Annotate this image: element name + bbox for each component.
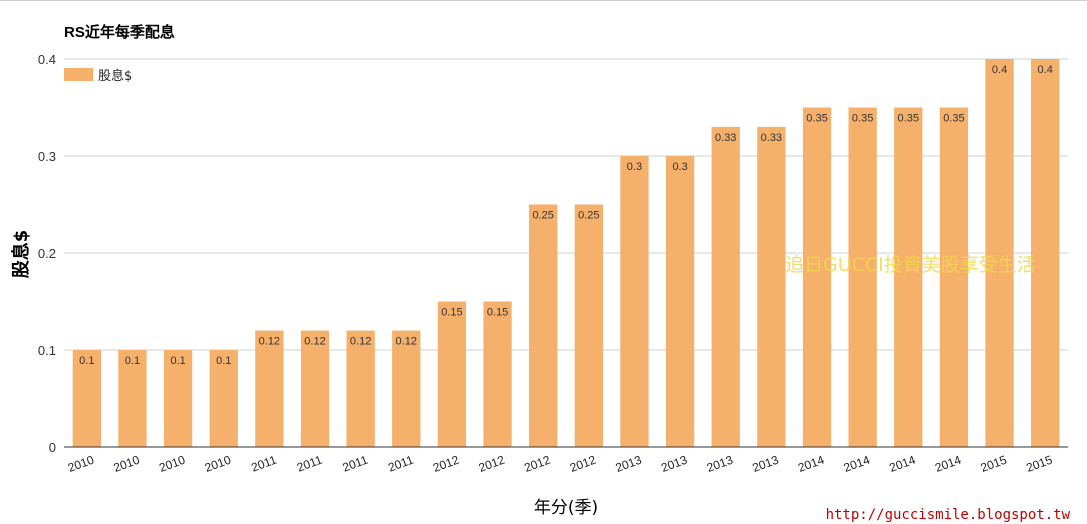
x-tick-label: 2013: [614, 453, 644, 475]
data-label: 0.15: [487, 307, 508, 319]
x-tick-label: 2014: [933, 453, 963, 475]
x-tick-label: 2014: [842, 453, 872, 475]
data-label: 0.35: [852, 113, 873, 125]
x-tick-label: 2013: [659, 453, 689, 475]
data-label: 0.25: [578, 210, 599, 222]
bar: [665, 156, 695, 447]
data-label: 0.4: [992, 64, 1007, 76]
y-axis-label: 股息$: [10, 230, 32, 280]
x-tick-label: 2014: [796, 453, 826, 475]
data-label: 0.35: [943, 113, 964, 125]
y-tick-label: 0.2: [38, 246, 56, 261]
x-tick-label: 2012: [568, 453, 598, 475]
bar: [711, 126, 740, 448]
bar: [620, 156, 649, 447]
bar: [894, 107, 923, 447]
legend-swatch: [64, 68, 93, 81]
x-tick-label: 2011: [295, 453, 324, 475]
y-tick-label: 0.3: [38, 149, 56, 164]
bar: [118, 350, 147, 447]
bar: [255, 330, 284, 447]
bar: [1031, 59, 1060, 447]
x-axis-ticks: 2010 2010 2010 2010 2011 2011 2011 2011 2012 2012…: [66, 453, 1055, 475]
x-tick-label: 2011: [341, 453, 370, 475]
y-axis-ticks: 0 0.1 0.2 0.3 0.4: [38, 52, 56, 455]
data-label: 0.33: [715, 132, 736, 144]
x-tick-label: 2010: [112, 453, 142, 475]
bar: [483, 301, 512, 447]
data-label: 0.4: [1038, 64, 1053, 76]
data-label: 0.35: [806, 113, 827, 125]
x-tick-label: 2012: [477, 453, 507, 475]
x-tick-label: 2012: [522, 453, 552, 475]
x-tick-label: 2011: [249, 453, 278, 475]
y-tick-label: 0: [49, 440, 56, 455]
y-tick-label: 0.1: [38, 343, 56, 358]
bar: [939, 107, 969, 447]
data-label: 0.1: [216, 355, 231, 367]
bar: [529, 204, 558, 447]
data-label: 0.15: [441, 307, 462, 319]
bar: [209, 350, 238, 447]
data-label: 0.1: [79, 355, 94, 367]
x-tick-label: 2013: [751, 453, 781, 475]
x-tick-label: 2010: [157, 453, 187, 475]
data-label: 0.25: [532, 210, 553, 222]
chart-title: RS近年每季配息: [64, 24, 175, 41]
data-label: 0.12: [350, 336, 371, 348]
bar: [72, 350, 101, 447]
data-label: 0.33: [761, 132, 782, 144]
x-tick-label: 2010: [66, 453, 96, 475]
bar: [437, 301, 467, 447]
y-tick-label: 0.4: [38, 52, 56, 67]
x-axis-label: 年分(季): [534, 498, 598, 518]
x-tick-label: 2010: [203, 453, 233, 475]
watermark: 追日GUCCI投資美股享受生活: [785, 254, 1036, 276]
x-tick-label: 2012: [431, 453, 461, 475]
source-url: http://guccismile.blogspot.tw: [826, 507, 1071, 523]
x-tick-label: 2014: [887, 453, 917, 475]
data-label: 0.3: [672, 161, 687, 173]
data-labels: 0.1 0.1 0.1 0.1 0.12 0.12 0.12 0.12 0.15 0.15 0.25…: [79, 64, 1053, 367]
bar: [346, 330, 375, 447]
bar: [802, 107, 832, 447]
data-label: 0.12: [396, 336, 417, 348]
data-label: 0.1: [170, 355, 185, 367]
x-tick-label: 2011: [386, 453, 415, 475]
data-label: 0.1: [125, 355, 140, 367]
x-tick-label: 2015: [1024, 453, 1054, 475]
bar: [848, 107, 877, 447]
bar: [757, 126, 786, 448]
bar: [985, 59, 1014, 447]
bar: [163, 350, 193, 447]
x-tick-label: 2015: [979, 453, 1009, 475]
data-label: 0.12: [259, 336, 280, 348]
bars: [72, 59, 1060, 448]
legend: 股息$: [64, 68, 132, 84]
bar: [574, 204, 603, 447]
data-label: 0.35: [898, 113, 919, 125]
data-label: 0.12: [304, 336, 325, 348]
data-label: 0.3: [627, 161, 642, 173]
bar: [392, 330, 421, 447]
bar: [300, 330, 330, 447]
x-tick-label: 2013: [705, 453, 735, 475]
legend-label: 股息$: [98, 68, 132, 84]
